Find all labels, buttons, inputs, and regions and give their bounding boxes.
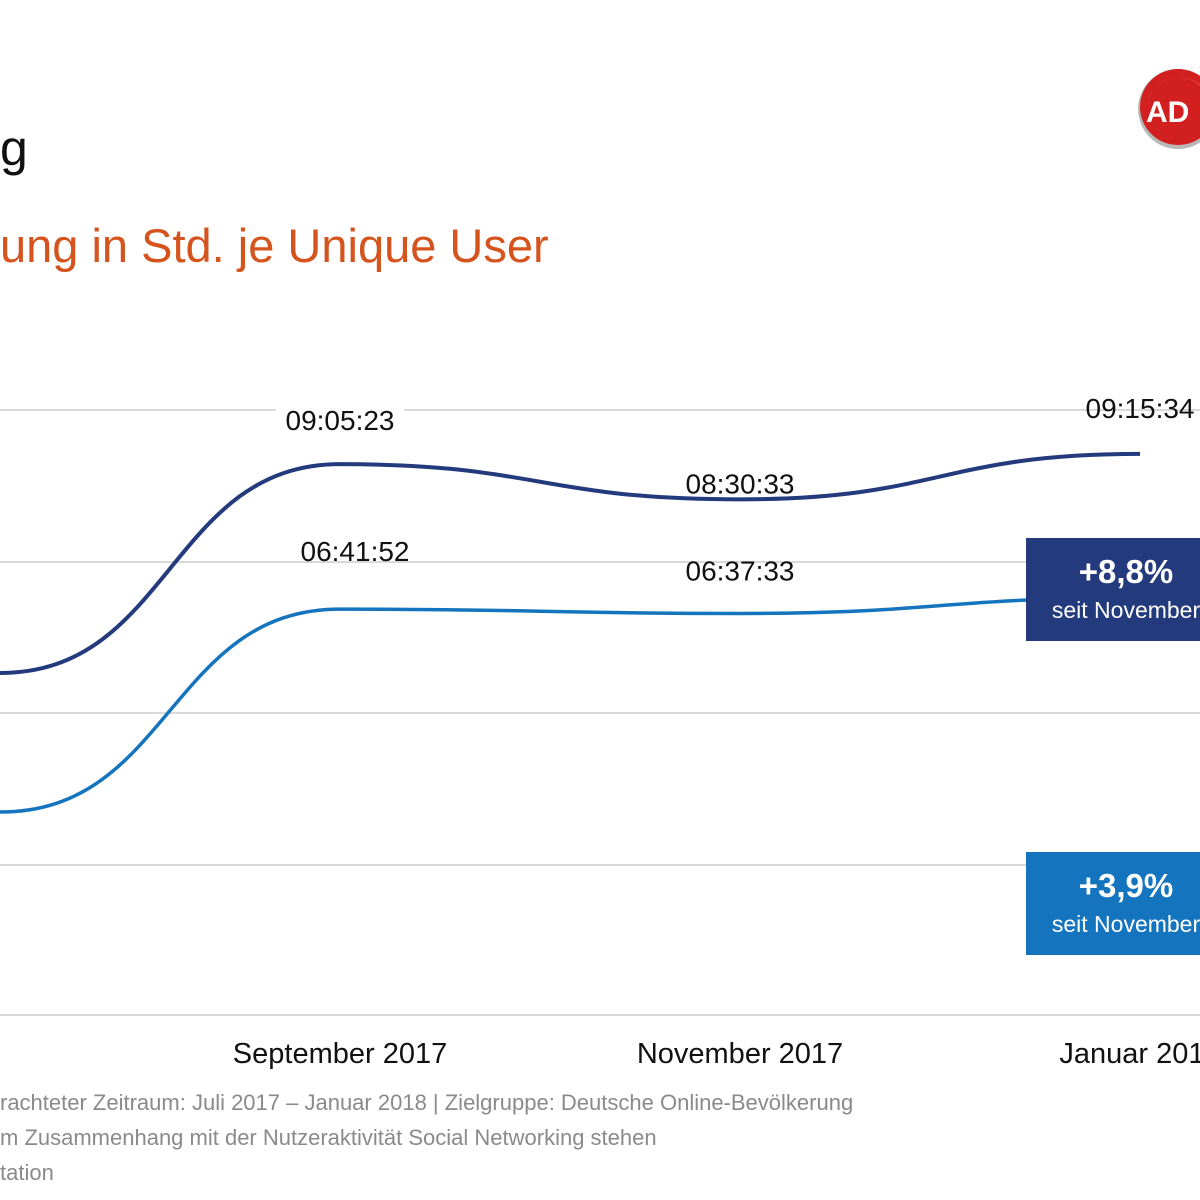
series-line-1 — [0, 451, 1141, 675]
page-title: g — [0, 120, 28, 176]
ad-logo: AD — [1138, 69, 1200, 149]
badge-upper: +8,8% seit November — [1026, 538, 1200, 641]
footer-line-3: tation — [0, 1160, 54, 1185]
footer-line-1: rachteter Zeitraum: Juli 2017 – Januar 2… — [0, 1090, 854, 1115]
grid-lines — [0, 409, 1200, 1016]
series-line-2 — [0, 596, 1141, 814]
data-label: 09:05:23 — [286, 405, 395, 436]
badge-lower-pct: +3,9% — [1078, 867, 1174, 904]
badge-lower-since: seit November — [1051, 911, 1200, 937]
badge-lower: +3,9% seit November — [1026, 852, 1200, 955]
x-tick-label: September 2017 — [233, 1038, 447, 1070]
x-tick-label: November 2017 — [637, 1038, 843, 1070]
badge-upper-pct: +8,8% — [1078, 553, 1174, 590]
badge-upper-since: seit November — [1051, 597, 1200, 623]
x-tick-label: Januar 2018 — [1059, 1038, 1200, 1070]
data-label-background — [276, 406, 404, 439]
data-label: 08:30:33 — [686, 468, 795, 499]
data-label: 06:41:52 — [301, 536, 410, 567]
svg-text:AD: AD — [1146, 96, 1189, 129]
data-label: 06:37:33 — [686, 555, 795, 586]
data-label: 09:15:34 — [1086, 393, 1195, 424]
footer-line-2: m Zusammenhang mit der Nutzeraktivität S… — [0, 1125, 657, 1150]
page-subtitle: ung in Std. je Unique User — [0, 219, 549, 272]
